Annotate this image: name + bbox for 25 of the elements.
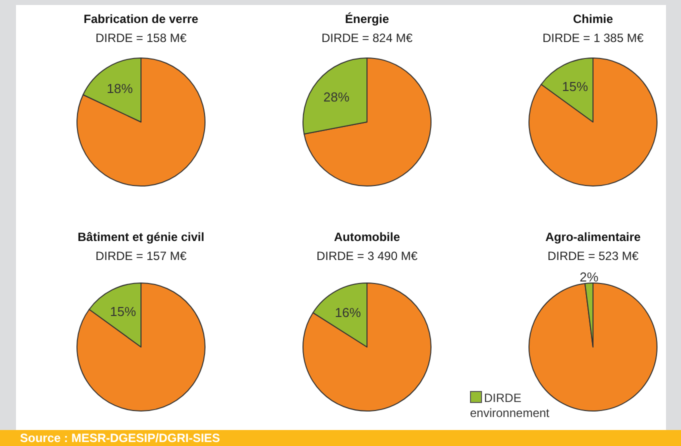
chart-subtitle: DIRDE = 1 385 M€ — [542, 31, 644, 45]
chart-title: Fabrication de verre — [84, 12, 199, 26]
data-label: 15% — [110, 304, 136, 320]
chart-title: Bâtiment et génie civil — [78, 230, 204, 244]
pie-slice — [528, 58, 658, 186]
pie-slice — [304, 58, 432, 186]
chart-title: Agro-alimentaire — [545, 230, 641, 244]
chart-title: Énergie — [344, 12, 390, 26]
legend-label: DIRDE environnement — [470, 391, 550, 420]
source-note: Source : MESR-DGESIP/DGRI-SIES — [20, 431, 220, 445]
chart-subtitle: DIRDE = 157 M€ — [95, 249, 187, 263]
pie-slice — [76, 58, 206, 186]
data-label: 16% — [334, 304, 362, 320]
chart-subtitle: DIRDE = 158 M€ — [95, 31, 187, 45]
chart-subtitle: DIRDE = 3 490 M€ — [316, 249, 418, 263]
data-label: 15% — [562, 79, 588, 94]
data-label: 18% — [106, 81, 134, 96]
data-label: 2% — [580, 270, 599, 285]
chart-title: Automobile — [334, 230, 400, 244]
chart-title: Chimie — [572, 12, 614, 26]
chart-subtitle: DIRDE = 824 M€ — [321, 31, 413, 45]
data-label: 28% — [323, 89, 350, 104]
chart-subtitle: DIRDE = 523 M€ — [547, 249, 639, 263]
pie-slice — [302, 282, 432, 412]
pie-slice — [76, 282, 206, 412]
